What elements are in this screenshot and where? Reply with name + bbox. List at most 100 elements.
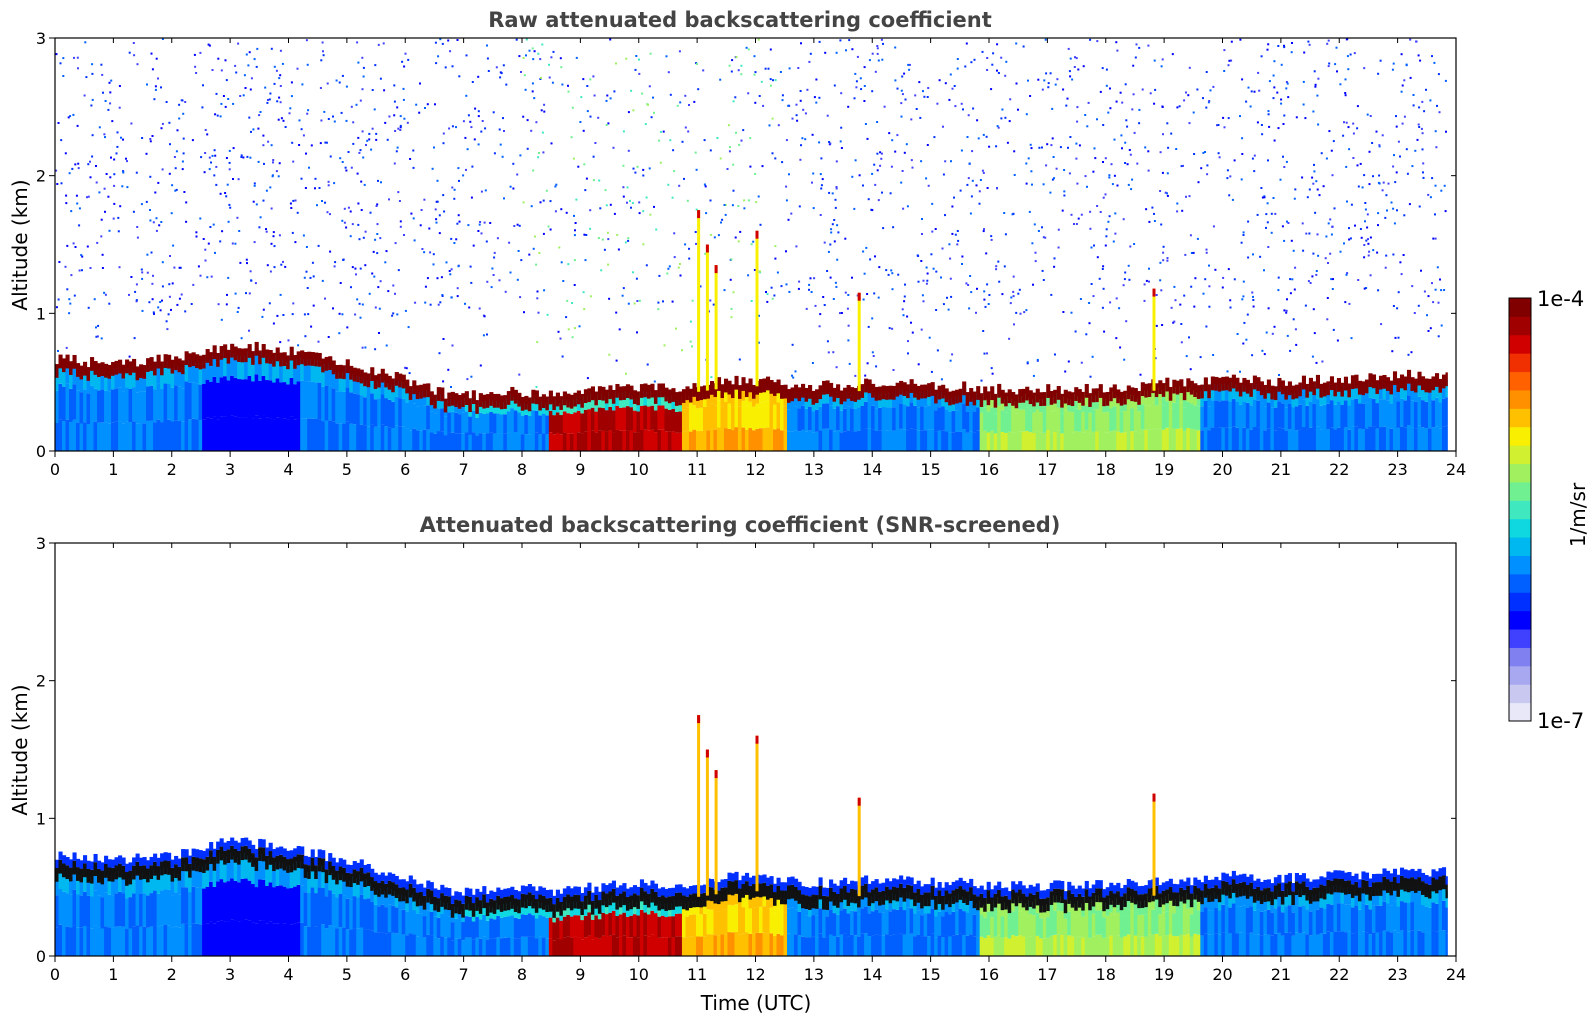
- layer-top-cell: [240, 846, 245, 861]
- heatmap-cell: [1196, 430, 1201, 451]
- noise-pixel: [1161, 58, 1164, 61]
- x-tick-label: 4: [283, 460, 293, 479]
- heatmap-cell: [1238, 429, 1243, 451]
- heatmap-cell: [286, 888, 291, 925]
- layer-top-cell: [1053, 389, 1058, 404]
- noise-pixel: [1009, 302, 1012, 305]
- noise-pixel: [1003, 265, 1006, 268]
- heatmap-cell: [163, 867, 168, 890]
- heatmap-cell: [748, 385, 753, 402]
- noise-pixel: [876, 52, 879, 55]
- noise-pixel: [126, 186, 129, 189]
- noise-pixel: [871, 90, 874, 93]
- noise-pixel: [464, 302, 466, 305]
- heatmap-cell: [254, 348, 259, 375]
- noise-pixel: [903, 72, 906, 75]
- noise-pixel: [248, 329, 250, 332]
- noise-pixel: [567, 90, 570, 93]
- panel-raw: Raw attenuated backscattering coefficien…: [8, 8, 1466, 479]
- heatmap-cell: [643, 390, 648, 406]
- heatmap-cell: [489, 411, 494, 433]
- noise-pixel: [703, 139, 706, 142]
- noise-pixel: [1350, 337, 1353, 340]
- layer-edge-cell: [114, 857, 119, 866]
- noise-pixel: [914, 94, 917, 97]
- heatmap-cell: [920, 430, 925, 451]
- noise-pixel: [822, 296, 825, 298]
- noise-pixel: [1292, 318, 1295, 321]
- noise-pixel: [1119, 91, 1122, 94]
- heatmap-cell: [72, 889, 77, 926]
- noise-pixel: [1399, 261, 1402, 264]
- noise-pixel: [58, 261, 61, 263]
- noise-pixel: [1008, 337, 1011, 340]
- noise-pixel: [1228, 194, 1231, 197]
- heatmap-cell: [951, 410, 956, 433]
- noise-pixel: [152, 221, 155, 224]
- heatmap-cell: [797, 394, 802, 409]
- heatmap-cell: [1266, 402, 1271, 429]
- noise-pixel: [267, 99, 269, 101]
- heatmap-cell: [576, 410, 581, 433]
- noise-pixel: [466, 378, 469, 381]
- heatmap-cell: [1259, 388, 1264, 404]
- noise-pixel: [1212, 85, 1215, 88]
- heatmap-cell: [1378, 399, 1384, 428]
- heatmap-cell: [366, 929, 371, 956]
- heatmap-cell: [335, 391, 340, 424]
- noise-pixel: [1290, 51, 1293, 54]
- noise-pixel: [1012, 275, 1015, 278]
- noise-pixel: [1148, 280, 1150, 283]
- heatmap-cell: [370, 901, 375, 931]
- heatmap-cell: [1035, 409, 1040, 432]
- heatmap-cell: [324, 928, 329, 956]
- noise-pixel: [1139, 373, 1142, 376]
- heatmap-cell: [177, 386, 182, 422]
- heatmap-cell: [195, 923, 200, 956]
- noise-pixel: [1155, 324, 1158, 327]
- noise-pixel: [771, 117, 774, 120]
- noise-pixel: [262, 199, 265, 202]
- noise-pixel: [1047, 86, 1050, 89]
- layer-top-cell: [240, 348, 245, 363]
- noise-pixel: [1253, 90, 1256, 93]
- noise-pixel: [589, 227, 592, 230]
- layer-top-cell: [461, 903, 466, 918]
- noise-pixel: [109, 91, 112, 94]
- heatmap-cell: [590, 939, 595, 956]
- heatmap-cell: [303, 358, 308, 382]
- noise-pixel: [1105, 235, 1108, 238]
- layer-edge-cell: [349, 864, 354, 874]
- layer-top-cell: [688, 388, 694, 403]
- heatmap-cell: [394, 378, 399, 397]
- heatmap-cell: [548, 938, 553, 956]
- layer-top-cell: [1424, 378, 1429, 393]
- heatmap-cell: [114, 421, 119, 451]
- heatmap-cell: [1203, 400, 1208, 428]
- layer-top-cell: [759, 379, 764, 393]
- heatmap-cell: [1392, 396, 1398, 426]
- noise-pixel: [920, 160, 923, 163]
- heatmap-cell: [674, 936, 680, 956]
- layer-edge-cell: [450, 895, 455, 904]
- heatmap-cell: [387, 399, 392, 428]
- noise-pixel: [121, 185, 124, 188]
- noise-pixel: [278, 162, 281, 165]
- heatmap-cell: [1413, 385, 1419, 402]
- noise-pixel: [1392, 207, 1395, 210]
- noise-pixel: [1239, 38, 1242, 41]
- heatmap-cell: [184, 418, 189, 451]
- noise-pixel: [1369, 115, 1372, 117]
- layer-top-cell: [261, 847, 266, 862]
- heatmap-cell: [293, 923, 298, 956]
- heatmap-cell: [857, 430, 862, 451]
- heatmap-cell: [184, 358, 189, 382]
- noise-pixel: [266, 264, 269, 267]
- heatmap-cell: [1200, 391, 1205, 407]
- heatmap-cell: [132, 365, 137, 388]
- heatmap-cell: [345, 929, 350, 956]
- heatmap-cell: [100, 369, 105, 390]
- heatmap-cell: [720, 894, 725, 910]
- heatmap-cell: [366, 879, 371, 899]
- x-tick-label: 17: [1037, 460, 1057, 479]
